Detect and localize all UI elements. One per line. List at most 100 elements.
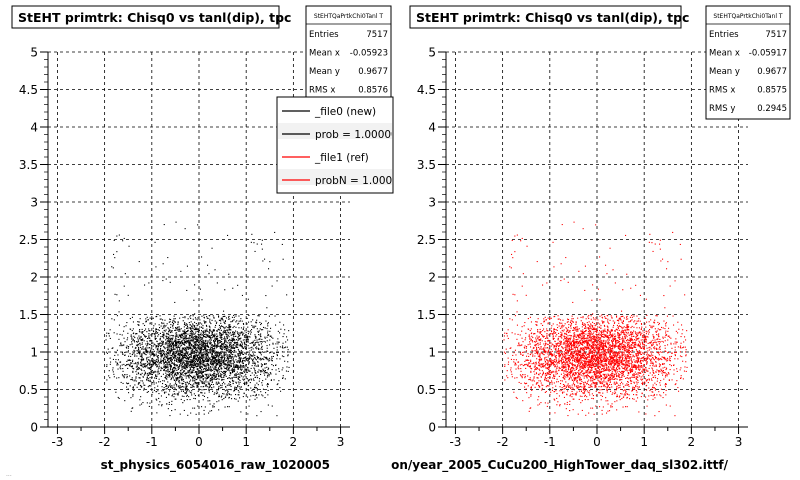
data-point	[226, 344, 228, 346]
data-point	[149, 337, 151, 339]
data-point	[632, 338, 634, 340]
data-point	[223, 321, 225, 323]
data-point	[570, 367, 572, 369]
data-point	[219, 354, 221, 356]
data-point	[163, 358, 165, 360]
data-point	[553, 382, 555, 384]
data-point	[202, 364, 204, 366]
data-point	[219, 353, 221, 355]
data-point	[221, 335, 223, 337]
data-point	[207, 397, 209, 399]
data-point	[137, 368, 139, 370]
data-point	[189, 338, 191, 340]
data-point	[630, 333, 632, 335]
data-point	[183, 367, 185, 369]
data-point	[162, 340, 164, 342]
data-point	[209, 400, 211, 402]
data-point	[234, 386, 236, 388]
data-point	[205, 367, 207, 369]
data-point	[151, 374, 153, 376]
data-point	[219, 355, 221, 357]
data-point	[204, 345, 206, 347]
data-point	[272, 337, 274, 339]
data-point	[200, 360, 202, 362]
data-point	[256, 319, 258, 321]
data-point	[155, 331, 157, 333]
data-point	[160, 362, 162, 364]
data-point	[170, 359, 172, 361]
data-point	[226, 358, 228, 360]
x-tick-label: -2	[99, 435, 111, 449]
data-point	[176, 385, 178, 387]
data-point	[239, 361, 241, 363]
data-point	[282, 258, 284, 260]
data-point	[194, 359, 196, 361]
data-point	[682, 347, 684, 349]
data-point	[241, 353, 243, 355]
data-point	[239, 374, 241, 376]
data-point	[123, 285, 125, 287]
data-point	[650, 351, 652, 353]
data-point	[138, 324, 140, 326]
data-point	[217, 382, 219, 384]
data-point	[214, 366, 216, 368]
data-point	[200, 350, 202, 352]
data-point	[537, 338, 539, 340]
data-point	[233, 316, 235, 318]
data-point	[642, 344, 644, 346]
data-point	[237, 400, 239, 402]
scatter-points	[503, 221, 688, 417]
data-point	[628, 339, 630, 341]
data-point	[247, 380, 249, 382]
data-point	[170, 351, 172, 353]
data-point	[126, 377, 128, 379]
data-point	[186, 390, 188, 392]
data-point	[282, 342, 284, 344]
data-point	[579, 348, 581, 350]
data-point	[644, 371, 646, 373]
data-point	[230, 378, 232, 380]
data-point	[252, 362, 254, 364]
data-point	[137, 339, 139, 341]
data-point	[622, 359, 624, 361]
data-point	[604, 376, 606, 378]
data-point	[176, 360, 178, 362]
data-point	[217, 343, 219, 345]
data-point	[261, 338, 263, 340]
data-point	[507, 329, 509, 331]
data-point	[243, 342, 245, 344]
data-point	[190, 354, 192, 356]
data-point	[238, 353, 240, 355]
data-point	[196, 362, 198, 364]
data-point	[224, 367, 226, 369]
data-point	[267, 330, 269, 332]
data-point	[263, 356, 265, 358]
data-point	[204, 344, 206, 346]
data-point	[236, 365, 238, 367]
data-point	[138, 340, 140, 342]
data-point	[151, 359, 153, 361]
data-point	[217, 370, 219, 372]
data-point	[212, 363, 214, 365]
data-point	[189, 346, 191, 348]
data-point	[205, 385, 207, 387]
data-point	[163, 324, 165, 326]
data-point	[186, 366, 188, 368]
data-point	[178, 339, 180, 341]
data-point	[229, 351, 231, 353]
data-point	[156, 315, 158, 317]
data-point	[149, 317, 151, 319]
data-point	[198, 332, 200, 334]
data-point	[169, 329, 171, 331]
data-point	[556, 359, 558, 361]
data-point	[233, 314, 235, 316]
data-point	[200, 381, 202, 383]
data-point	[196, 336, 198, 338]
data-point	[200, 352, 202, 354]
data-point	[230, 339, 232, 341]
data-point	[233, 380, 235, 382]
data-point	[166, 336, 168, 338]
data-point	[185, 383, 187, 385]
data-point	[230, 365, 232, 367]
data-point	[213, 403, 215, 405]
